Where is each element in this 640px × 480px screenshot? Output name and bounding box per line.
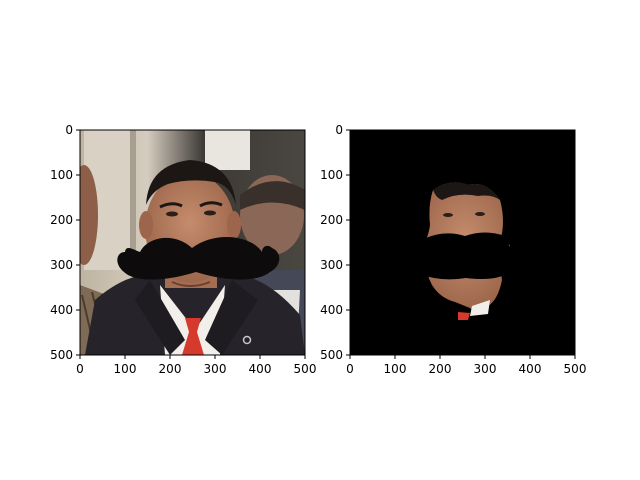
left-ytick-label: 0 [65, 123, 73, 137]
right-xtick-label: 500 [564, 362, 587, 376]
right-xtick-label: 300 [474, 362, 497, 376]
left-photo [80, 130, 305, 355]
left-xtick-label: 200 [159, 362, 182, 376]
left-xtick-label: 500 [294, 362, 317, 376]
left-ytick-label: 400 [50, 303, 73, 317]
right-ytick-label: 100 [320, 168, 343, 182]
mustache [117, 236, 280, 280]
left-ytick-label: 200 [50, 213, 73, 227]
right-ytick-label: 500 [320, 348, 343, 362]
left-ytick-label: 500 [50, 348, 73, 362]
right-xtick-label: 100 [384, 362, 407, 376]
right-mask [350, 130, 575, 355]
left-xtick-label: 400 [249, 362, 272, 376]
right-ytick-label: 400 [320, 303, 343, 317]
right-xtick-label: 0 [346, 362, 354, 376]
left-axes-frame [79, 129, 306, 356]
right-xtick-label: 200 [429, 362, 452, 376]
right-ytick-label: 300 [320, 258, 343, 272]
left-ytick-label: 100 [50, 168, 73, 182]
right-ytick-label: 200 [320, 213, 343, 227]
left-xtick-label: 300 [204, 362, 227, 376]
left-ytick-label: 300 [50, 258, 73, 272]
right-axes-frame [349, 129, 576, 356]
right-xtick-label: 400 [519, 362, 542, 376]
left-xtick-label: 0 [76, 362, 84, 376]
right-ytick-label: 0 [335, 123, 343, 137]
left-xtick-label: 100 [114, 362, 137, 376]
